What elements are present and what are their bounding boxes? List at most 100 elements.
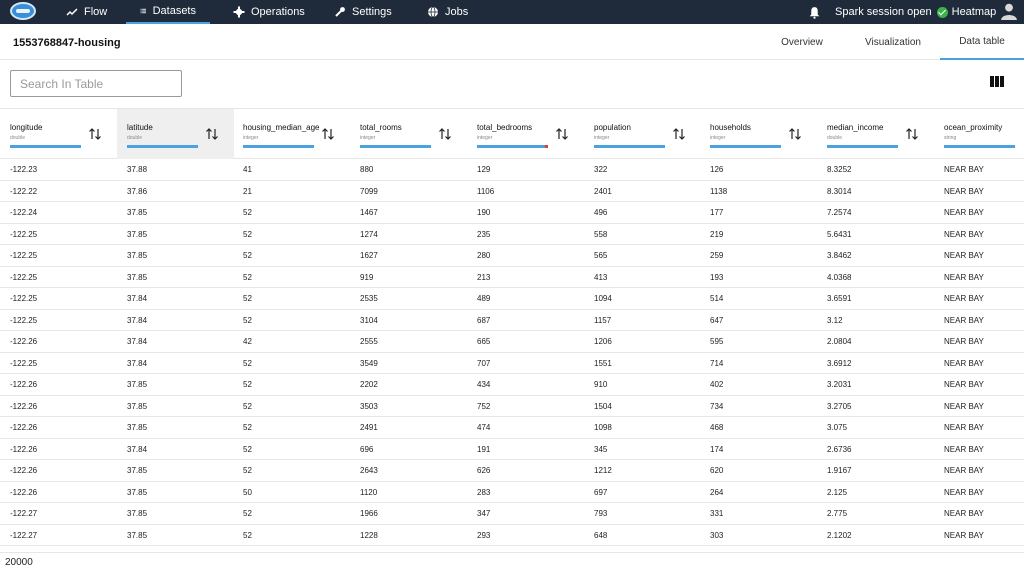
search-input[interactable]	[10, 70, 182, 97]
table-cell: 126	[710, 165, 724, 174]
bell-icon[interactable]	[808, 6, 821, 19]
sort-icon[interactable]	[555, 128, 569, 140]
table-cell: 37.85	[127, 229, 148, 239]
table-cell: -122.25	[10, 272, 38, 282]
nav-datasets[interactable]: Datasets	[126, 0, 210, 24]
nav-datasets-label: Datasets	[152, 5, 196, 17]
table-cell: 37.84	[127, 444, 148, 454]
table-cell: 648	[594, 530, 608, 540]
table-cell: 303	[710, 530, 724, 540]
table-cell: 3.8462	[827, 251, 852, 260]
nav-jobs[interactable]: Jobs	[427, 0, 468, 24]
sort-icon[interactable]	[88, 128, 102, 140]
nav-settings-label: Settings	[352, 6, 392, 18]
table-cell: 52	[243, 294, 252, 303]
table-row[interactable]: -122.26 37.85 52 3503 752 1504 734 3.2705 NEAR B…	[0, 396, 1024, 417]
table-cell: 52	[243, 466, 252, 475]
table-cell: 213	[477, 272, 491, 282]
table-row[interactable]: -122.26 37.84 42 2555 665 1206 595 2.0804 NEAR B…	[0, 331, 1024, 353]
table-cell: 37.84	[127, 294, 148, 303]
table-row[interactable]: -122.26 37.85 52 2491 474 1098 468 3.075 NEAR BA…	[0, 417, 1024, 439]
columns-icon[interactable]	[990, 76, 1004, 87]
table-row[interactable]: -122.25 37.84 52 2535 489 1094 514 3.6591 NEAR B…	[0, 288, 1024, 310]
table-row[interactable]: -122.25 37.84 52 3104 687 1157 647 3.12 NEAR BAY	[0, 310, 1024, 331]
table-row[interactable]: -122.27 37.85 52 1966 347 793 331 2.775 NEAR BAY	[0, 503, 1024, 525]
table-cell: NEAR BAY	[944, 530, 984, 540]
column-header-ocean_proximity[interactable]: ocean_proximity string	[934, 109, 1024, 159]
table-cell: 3.075	[827, 423, 848, 432]
heatmap-toggle[interactable]: Heatmap	[951, 6, 997, 18]
table-cell: 37.85	[127, 509, 148, 518]
nav-flow[interactable]: Flow	[66, 0, 107, 24]
table-cell: 37.85	[127, 251, 148, 260]
tab-overview[interactable]: Overview	[781, 36, 823, 48]
column-header-population[interactable]: population integer	[584, 109, 701, 159]
table-row[interactable]: -122.26 37.85 52 2202 434 910 402 3.2031 NEAR BA…	[0, 374, 1024, 396]
table-row[interactable]: -122.25 37.85 52 919 213 413 193 4.0368 NEAR BAY	[0, 267, 1024, 288]
column-quality-bar	[127, 145, 198, 148]
check-circle-icon	[936, 6, 948, 18]
table-cell: 752	[477, 401, 491, 411]
table-row[interactable]: -122.25 37.85 52 1274 235 558 219 5.6431 NEAR BA…	[0, 224, 1024, 245]
table-cell: 793	[594, 509, 608, 518]
column-name: median_income	[827, 123, 884, 132]
sort-icon[interactable]	[205, 128, 219, 140]
table-row[interactable]: -122.26 37.85 50 1120 283 697 264 2.125 NEAR BAY	[0, 482, 1024, 503]
column-header-households[interactable]: households integer	[700, 109, 817, 159]
table-cell: 322	[594, 165, 608, 174]
table-cell: 734	[710, 401, 724, 411]
column-name: population	[594, 123, 631, 132]
table-cell: 2535	[360, 294, 378, 303]
sort-icon[interactable]	[672, 128, 686, 140]
table-cell: -122.26	[10, 337, 38, 346]
table-cell: 8.3014	[827, 186, 852, 196]
column-header-total_rooms[interactable]: total_rooms integer	[350, 109, 467, 159]
nav-settings[interactable]: Settings	[334, 0, 392, 24]
sort-icon[interactable]	[788, 128, 802, 140]
table-cell: -122.26	[10, 487, 38, 497]
table-cell: 2.0804	[827, 337, 852, 346]
table-cell: 37.85	[127, 380, 148, 389]
app-logo[interactable]	[10, 2, 36, 20]
table-footer: 20000	[0, 552, 1024, 576]
sort-icon[interactable]	[905, 128, 919, 140]
tab-visualization[interactable]: Visualization	[865, 36, 921, 48]
table-cell: 714	[710, 358, 724, 368]
table-cell: 1467	[360, 208, 378, 217]
table-row[interactable]: -122.23 37.88 41 880 129 322 126 8.3252 NEAR BAY	[0, 159, 1024, 181]
table-cell: 193	[710, 272, 724, 282]
sort-icon[interactable]	[438, 128, 452, 140]
table-row[interactable]: -122.25 37.85 52 1627 280 565 259 3.8462 NEAR BA…	[0, 245, 1024, 267]
table-cell: 191	[477, 444, 491, 454]
sort-icon[interactable]	[321, 128, 335, 140]
column-header-median_income[interactable]: median_income double	[817, 109, 934, 159]
column-type: string	[944, 135, 957, 141]
table-cell: NEAR BAY	[944, 423, 984, 432]
table-cell: -122.26	[10, 444, 38, 454]
table-cell: 3.2705	[827, 401, 852, 411]
table-row[interactable]: -122.25 37.84 52 3549 707 1551 714 3.6912 NEAR B…	[0, 353, 1024, 374]
table-cell: 52	[243, 444, 252, 454]
column-name: total_rooms	[360, 123, 402, 132]
table-cell: 474	[477, 423, 491, 432]
table-cell: NEAR BAY	[944, 509, 984, 518]
column-header-total_bedrooms[interactable]: total_bedrooms integer	[467, 109, 584, 159]
table-header: longitude double latitude double housing_med…	[0, 108, 1024, 159]
table-cell: 687	[477, 315, 491, 325]
table-cell: 558	[594, 229, 608, 239]
column-header-longitude[interactable]: longitude double	[0, 109, 117, 159]
table-row[interactable]: -122.24 37.85 52 1467 190 496 177 7.2574 NEAR BA…	[0, 202, 1024, 224]
column-header-latitude[interactable]: latitude double	[117, 109, 234, 159]
column-header-housing_median_age[interactable]: housing_median_age integer	[233, 109, 350, 159]
table-row[interactable]: -122.27 37.85 52 1228 293 648 303 2.1202 NEAR BA…	[0, 525, 1024, 546]
table-row[interactable]: -122.22 37.86 21 7099 1106 2401 1138 8.3014 NEAR…	[0, 181, 1024, 202]
tab-data-table[interactable]: Data table	[940, 24, 1024, 60]
table-row[interactable]: -122.26 37.85 52 2643 626 1212 620 1.9167 NEAR B…	[0, 460, 1024, 482]
table-row[interactable]: -122.26 37.84 52 696 191 345 174 2.6736 NEAR BAY	[0, 439, 1024, 460]
nav-operations[interactable]: Operations	[233, 0, 305, 24]
table-cell: 1228	[360, 530, 378, 540]
column-quality-bar	[360, 145, 431, 148]
user-avatar-icon[interactable]	[1000, 2, 1018, 20]
table-cell: NEAR BAY	[944, 444, 984, 454]
table-cell: 283	[477, 487, 491, 497]
